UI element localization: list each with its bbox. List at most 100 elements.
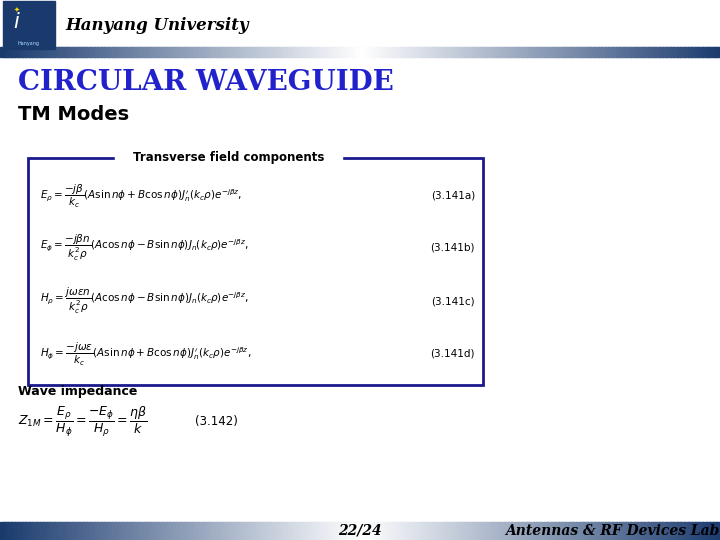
Bar [691, 47, 696, 57]
Bar [594, 522, 598, 540]
Bar [346, 522, 350, 540]
Bar [526, 47, 530, 57]
Bar [302, 47, 307, 57]
Bar [40, 522, 44, 540]
Bar [58, 47, 62, 57]
Bar [529, 522, 534, 540]
Bar [79, 522, 84, 540]
Bar [562, 47, 566, 57]
Bar [266, 522, 271, 540]
Bar [367, 522, 372, 540]
Bar [54, 47, 58, 57]
Bar [407, 522, 411, 540]
Bar [457, 522, 462, 540]
Bar [122, 47, 127, 57]
Bar [230, 47, 235, 57]
Bar [166, 522, 170, 540]
Bar [130, 522, 134, 540]
Bar [666, 522, 670, 540]
Bar [338, 47, 343, 57]
Bar [349, 47, 354, 57]
Bar [562, 522, 566, 540]
Bar [112, 522, 116, 540]
Bar [497, 47, 501, 57]
Bar [698, 47, 703, 57]
Bar [522, 47, 526, 57]
Bar [256, 522, 260, 540]
Bar [54, 522, 58, 540]
Bar [191, 522, 195, 540]
Bar [223, 522, 228, 540]
Bar [709, 47, 714, 57]
Bar [108, 47, 112, 57]
Bar [158, 47, 163, 57]
Bar [713, 522, 717, 540]
Bar [216, 47, 220, 57]
Bar [50, 47, 55, 57]
Bar [475, 47, 480, 57]
Bar [446, 522, 451, 540]
Bar [428, 522, 433, 540]
Bar [281, 47, 285, 57]
Bar [40, 47, 44, 57]
Bar [454, 47, 458, 57]
Bar [241, 47, 246, 57]
Bar [248, 47, 253, 57]
Bar [698, 522, 703, 540]
Bar [346, 47, 350, 57]
Bar [655, 522, 660, 540]
Bar [493, 522, 498, 540]
Bar [374, 522, 379, 540]
Bar [468, 47, 472, 57]
Bar [108, 522, 112, 540]
Bar [364, 522, 368, 540]
Bar [295, 47, 300, 57]
Bar [511, 47, 516, 57]
Bar [439, 47, 444, 57]
Bar [551, 522, 555, 540]
Bar [407, 47, 411, 57]
Bar [436, 522, 440, 540]
Bar [144, 522, 148, 540]
Bar [331, 47, 336, 57]
Bar [547, 47, 552, 57]
Text: $i$: $i$ [13, 12, 21, 32]
Bar [11, 47, 15, 57]
Bar [443, 522, 447, 540]
Bar [36, 522, 40, 540]
Bar [677, 47, 681, 57]
Bar [439, 522, 444, 540]
Bar [97, 47, 102, 57]
Bar [580, 47, 584, 57]
Bar [569, 47, 573, 57]
Bar [7, 47, 12, 57]
Bar [313, 522, 318, 540]
Bar [410, 47, 415, 57]
Bar [443, 47, 447, 57]
Bar [4, 522, 8, 540]
Bar [25, 522, 30, 540]
Bar [414, 47, 418, 57]
Bar [400, 47, 404, 57]
Bar [403, 522, 408, 540]
Bar [227, 47, 231, 57]
Bar [212, 47, 217, 57]
Bar [583, 47, 588, 57]
Bar [418, 47, 422, 57]
Bar [637, 522, 642, 540]
Bar [155, 522, 159, 540]
Bar [68, 47, 73, 57]
Bar [29, 47, 33, 57]
Bar [414, 522, 418, 540]
Bar [94, 522, 98, 540]
Bar [256, 47, 260, 57]
Bar [403, 47, 408, 57]
Bar [184, 522, 188, 540]
Bar [252, 47, 256, 57]
Bar [216, 522, 220, 540]
Bar [148, 522, 152, 540]
Bar [270, 47, 274, 57]
Bar [623, 47, 627, 57]
Bar [310, 47, 314, 57]
Bar [670, 522, 674, 540]
